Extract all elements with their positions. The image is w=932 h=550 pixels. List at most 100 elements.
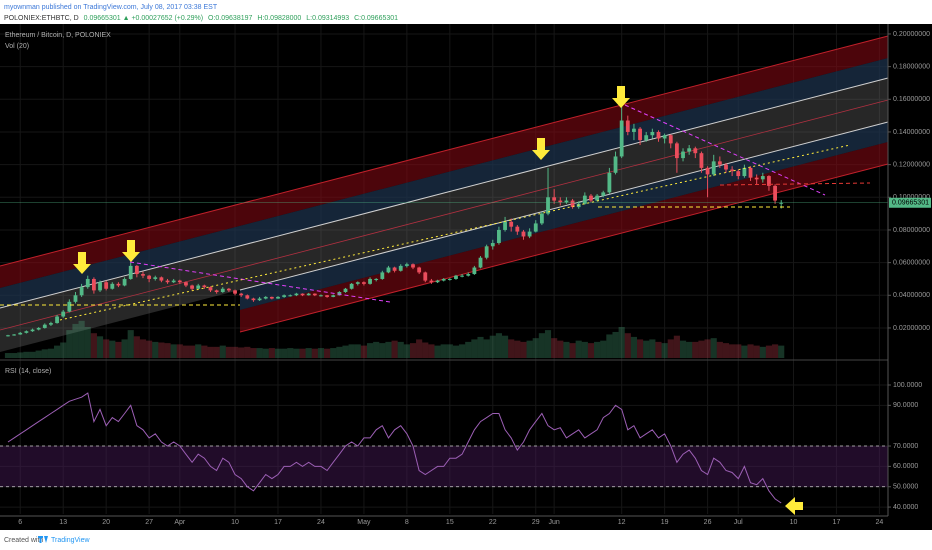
candle-body [668, 135, 673, 144]
candle-body [742, 167, 747, 177]
candle-body [263, 296, 268, 299]
volume-bar [109, 340, 116, 358]
volume-bar [459, 344, 466, 358]
candle-body [159, 277, 164, 281]
candle-body [527, 231, 532, 237]
x-tick-label: 17 [274, 519, 282, 526]
volume-bar [508, 339, 515, 358]
volume-bar [41, 349, 48, 358]
candle-body [276, 296, 280, 299]
candle-body [24, 331, 29, 333]
last-price-box [889, 197, 931, 208]
candle-body [30, 329, 35, 332]
candle-body [141, 274, 145, 276]
chart-title: Ethereum / Bitcoin, D, POLONIEX [5, 32, 111, 39]
regression-channel [0, 35, 889, 352]
volume-bar [268, 348, 275, 358]
x-tick-label: 15 [446, 519, 454, 526]
channel-edge [239, 121, 889, 291]
x-tick-label: 22 [489, 519, 497, 526]
y-tick-label: 0.10000000 [893, 194, 930, 201]
volume-bar [637, 339, 644, 358]
arrow-down [122, 240, 140, 262]
volume-bar [360, 345, 367, 358]
volume-bar [23, 351, 30, 358]
candle-body [337, 292, 342, 296]
volume-bar [532, 338, 539, 358]
candle-body [67, 301, 72, 312]
volume-bar [60, 342, 67, 358]
y-tick-label: 0.18000000 [893, 63, 930, 70]
volume-bar [735, 344, 742, 358]
candle-body [638, 128, 642, 141]
candle-body [490, 243, 495, 247]
candle-body [306, 293, 311, 296]
channel-edge [0, 77, 889, 309]
candle-body [153, 277, 158, 279]
y-tick-label: 0.16000000 [893, 96, 930, 103]
candle-body [767, 176, 771, 186]
x-tick-label: 19 [661, 519, 669, 526]
x-tick-label: 20 [102, 519, 110, 526]
volume-bar [409, 343, 417, 358]
volume-bar [121, 339, 128, 358]
candle-body [724, 164, 728, 170]
candle-body [632, 128, 636, 132]
candle-body [49, 323, 53, 325]
volume-bar [471, 339, 478, 358]
candle-body [693, 148, 698, 154]
rsi-tick-label: 70.0000 [893, 443, 918, 450]
candle-body [300, 293, 305, 296]
x-tick-label: 26 [704, 519, 712, 526]
candle-body [257, 298, 262, 301]
candle-body [294, 293, 299, 296]
volume-bar [618, 327, 625, 358]
candle-body [773, 185, 777, 201]
candle-body [269, 296, 274, 299]
candle-body [18, 332, 23, 335]
volume-bar [164, 343, 171, 358]
candle-body [484, 246, 489, 258]
volume-bar [342, 345, 349, 358]
rsi-label: RSI (14, close) [5, 368, 51, 375]
volume-bar [563, 341, 570, 358]
volume-bar [489, 335, 496, 358]
volume-bar [422, 342, 429, 358]
candle-body [497, 229, 501, 244]
x-tick-label: 24 [317, 519, 325, 526]
candle-body [368, 278, 372, 284]
x-tick-label: 29 [532, 519, 540, 526]
volume-bar [225, 346, 232, 358]
candle-body [380, 272, 385, 279]
x-tick-label: 24 [876, 519, 884, 526]
channel-edge [239, 163, 889, 333]
volume-bar [495, 333, 502, 358]
volume-bar [643, 340, 650, 358]
candle-body [644, 135, 649, 141]
volume-bar [66, 330, 73, 358]
volume-bar [722, 343, 730, 358]
candle-body [411, 264, 415, 268]
candle-body [509, 221, 514, 227]
candle-body [128, 265, 133, 279]
footer-created: Created with [4, 537, 43, 544]
volume-bar [667, 339, 674, 358]
candle-body [386, 267, 391, 273]
candle-body [570, 200, 575, 208]
x-tick-label: 6 [18, 519, 22, 526]
candle-body [582, 195, 587, 204]
candle-body [12, 334, 17, 336]
volume-bar [103, 339, 110, 358]
volume-bar [54, 345, 61, 358]
volume-bar [477, 336, 484, 358]
volume-bar [11, 353, 18, 358]
candle-body [355, 282, 360, 284]
candle-body [779, 202, 784, 204]
volume-bar [569, 343, 576, 358]
price-axis-bg [888, 24, 932, 530]
candle-body [239, 293, 244, 296]
volume-bar [336, 346, 343, 358]
volume-bar [207, 346, 214, 358]
candle-body [748, 167, 753, 178]
candle-body [325, 295, 329, 297]
